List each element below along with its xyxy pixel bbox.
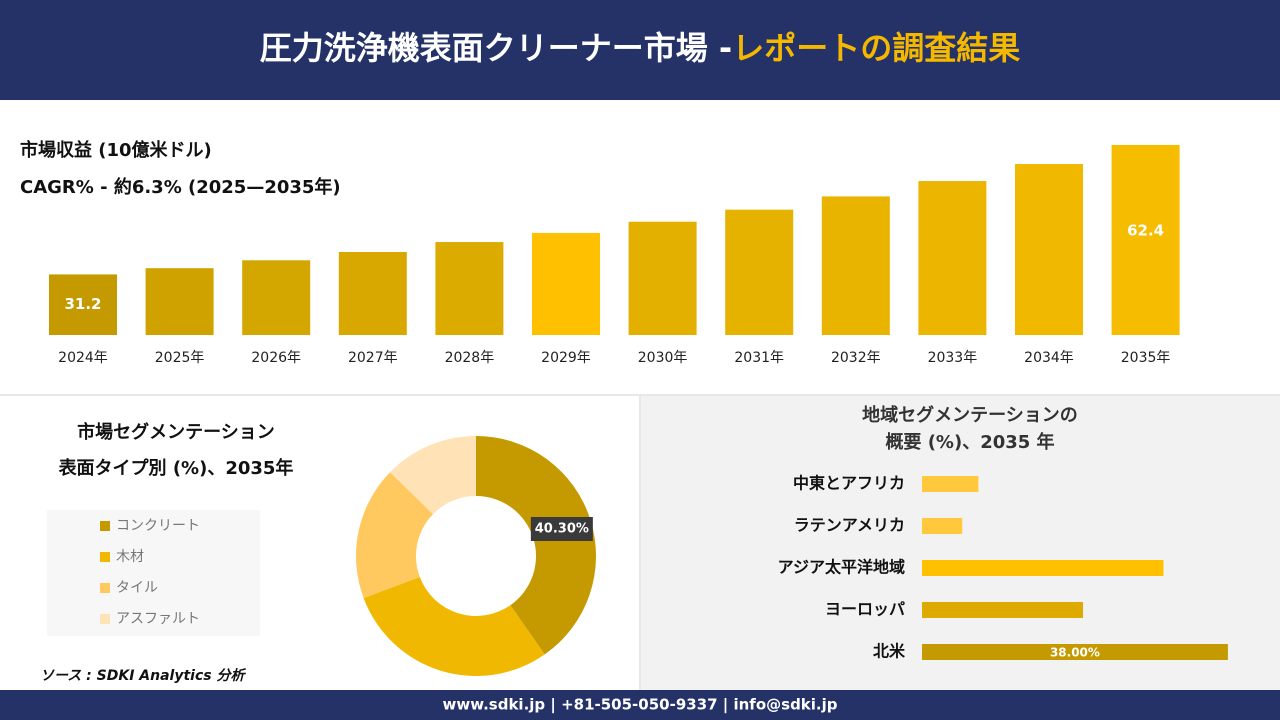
bar <box>922 644 1228 660</box>
y-tick-label: 中東とアフリカ <box>793 474 905 493</box>
bar <box>922 560 1164 576</box>
bar <box>1015 164 1083 335</box>
header-title: 圧力洗浄機表面クリーナー市場 -レポートの調査結果 <box>260 29 1020 67</box>
legend-swatch <box>100 552 110 562</box>
donut-slice <box>476 436 597 655</box>
legend-swatch <box>100 614 110 624</box>
bar <box>338 252 407 335</box>
data-label: 40.30% <box>535 521 589 536</box>
data-label: 62.4 <box>1127 221 1164 239</box>
hbar-subtitle: 概要 (%)、2035 年 <box>885 431 1054 453</box>
legend-swatch <box>100 521 110 531</box>
region-panel <box>641 396 1280 690</box>
bar-subtitle: CAGR% - 約6.3% (2025—2035年) <box>20 176 341 198</box>
bar <box>922 602 1083 618</box>
x-tick-label: 2032年 <box>831 350 881 366</box>
header-bg <box>0 0 1280 100</box>
bar <box>918 181 987 335</box>
bar <box>922 476 979 492</box>
donut-slice <box>363 577 545 676</box>
donut-subtitle: 表面タイプ別 (%)、2035年 <box>59 457 294 479</box>
legend-swatch <box>100 583 110 593</box>
bar <box>1111 144 1180 335</box>
data-label: 31.2 <box>64 295 101 313</box>
bar <box>242 260 311 335</box>
bar <box>145 268 214 335</box>
data-label: 38.00% <box>1050 646 1100 660</box>
x-tick-label: 2027年 <box>348 350 398 366</box>
x-tick-label: 2030年 <box>638 350 688 366</box>
data-label-bg <box>530 516 593 541</box>
x-tick-label: 2031年 <box>734 350 784 366</box>
x-tick-label: 2025年 <box>155 350 205 366</box>
legend-label: アスファルト <box>116 611 200 627</box>
bar <box>922 518 963 534</box>
bar <box>628 221 697 335</box>
bar <box>49 274 117 335</box>
legend-label: タイル <box>116 580 158 596</box>
hbar-title: 地域セグメンテーションの <box>862 404 1078 426</box>
donut-title: 市場セグメンテーション <box>77 421 275 443</box>
legend-label: 木材 <box>116 549 144 565</box>
legend-label: コンクリート <box>116 518 200 534</box>
x-tick-label: 2035年 <box>1121 350 1171 366</box>
x-tick-label: 2034年 <box>1024 350 1074 366</box>
donut-slice <box>390 436 476 515</box>
footer-bg <box>0 690 1280 720</box>
y-tick-label: ヨーロッパ <box>825 600 905 619</box>
title-main: 圧力洗浄機表面クリーナー市場 - <box>260 29 732 67</box>
footer: www.sdki.jp | +81-505-050-9337 | info@sd… <box>442 696 837 715</box>
bar <box>821 196 890 335</box>
title-highlight: レポートの調査結果 <box>732 29 1020 67</box>
donut-slice <box>356 472 434 599</box>
legend-box <box>47 510 260 636</box>
y-tick-label: ラテンアメリカ <box>794 516 905 535</box>
bar-title: 市場収益 (10億米ドル) <box>20 139 212 161</box>
x-tick-label: 2033年 <box>928 350 978 366</box>
bar <box>725 209 794 335</box>
bar <box>532 232 600 335</box>
x-tick-label: 2026年 <box>251 350 301 366</box>
bar <box>435 242 504 335</box>
x-tick-label: 2028年 <box>445 350 495 366</box>
y-tick-label: アジア太平洋地域 <box>778 558 905 577</box>
y-tick-label: 北米 <box>873 642 906 661</box>
x-tick-label: 2024年 <box>58 350 108 366</box>
source: ソース : SDKI Analytics 分析 <box>40 667 246 684</box>
x-tick-label: 2029年 <box>541 350 591 366</box>
